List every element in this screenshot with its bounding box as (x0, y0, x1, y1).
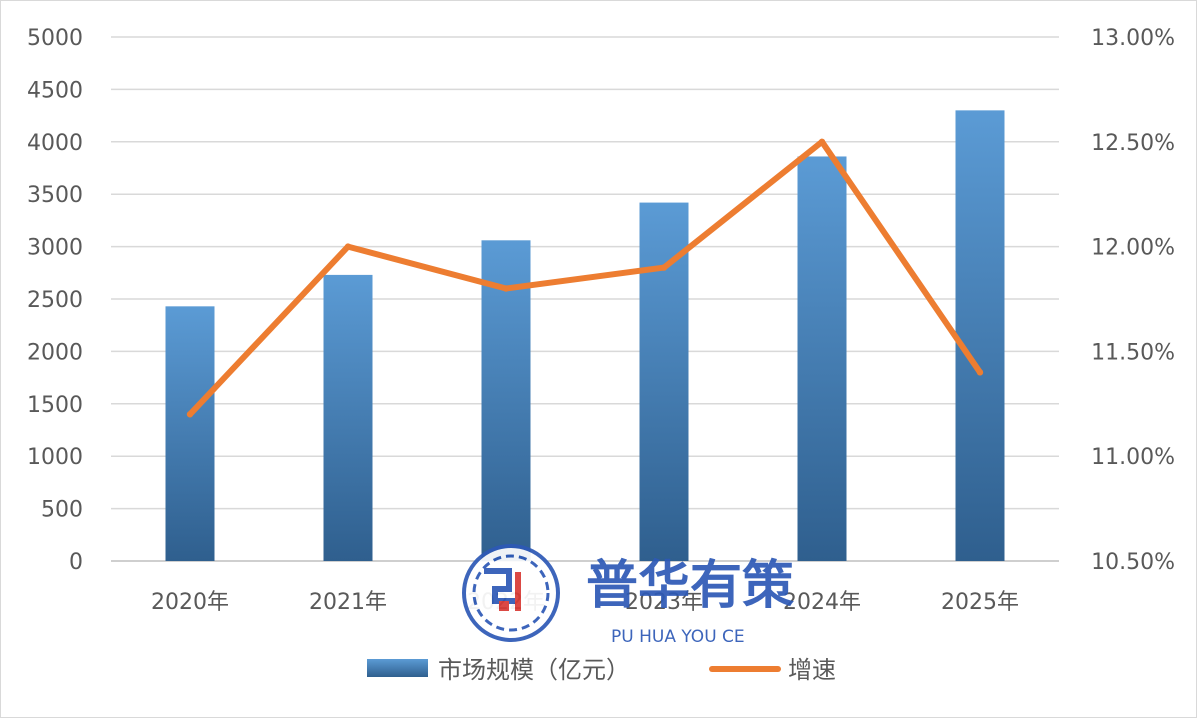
left-axis-tick-label: 5000 (27, 26, 83, 51)
right-axis-tick-label: 10.50% (1091, 550, 1175, 575)
line-point (818, 138, 826, 145)
legend-swatch-bar (367, 659, 428, 677)
line-layer (186, 138, 984, 418)
left-axis-tick-label: 2000 (27, 340, 83, 365)
legend-label-line: 增速 (788, 656, 836, 684)
left-axis-tick-label: 4500 (27, 78, 83, 103)
bar (639, 202, 689, 562)
right-axis-tick-label: 13.00% (1091, 26, 1175, 51)
growth-line (187, 138, 983, 418)
bar (165, 306, 215, 561)
legend-label-bar: 市场规模（亿元） (438, 656, 630, 684)
bar (797, 156, 847, 562)
right-axis-tick-label: 11.50% (1091, 340, 1175, 365)
line-point (344, 243, 352, 250)
right-axis-tick-label: 11.00% (1091, 445, 1175, 470)
x-axis-tick-label: 2025年 (941, 590, 1019, 615)
x-axis-tick-label: 2023年 (625, 590, 703, 615)
line-point (976, 369, 984, 376)
x-axis-tick-label: 2021年 (309, 590, 387, 615)
right-axis-tick-label: 12.50% (1091, 131, 1175, 156)
legend: 市场规模（亿元） 增速 (367, 656, 836, 684)
left-axis-tick-label: 3500 (27, 183, 83, 208)
left-axis-tick-label: 500 (41, 498, 83, 523)
x-axis-tick-label: 2020年 (151, 590, 229, 615)
watermark-emblem-icon (462, 544, 560, 642)
right-axis-tick-label: 12.00% (1091, 236, 1175, 261)
left-axis-tick-label: 4000 (27, 131, 83, 156)
watermark-logo: 普华有策 PU HUA YOU CE (462, 544, 794, 647)
watermark-brand-text: 普华有策 (586, 556, 794, 616)
left-axis-tick-label: 2500 (27, 288, 83, 313)
line-point (186, 411, 194, 418)
grid-layer (111, 36, 1059, 562)
bar (481, 240, 531, 561)
left-axis-tick-label: 1500 (27, 393, 83, 418)
x-axis-tick-label: 2024年 (783, 590, 861, 615)
bar (323, 274, 373, 561)
line-point (660, 264, 668, 271)
left-axis-tick-label: 1000 (27, 445, 83, 470)
bar (955, 110, 1005, 562)
left-axis-tick-label: 0 (69, 550, 83, 575)
left-axis-tick-label: 3000 (27, 236, 83, 261)
line-point (502, 285, 510, 292)
bars-layer (165, 110, 1005, 562)
watermark-brand-subtext: PU HUA YOU CE (611, 627, 745, 647)
